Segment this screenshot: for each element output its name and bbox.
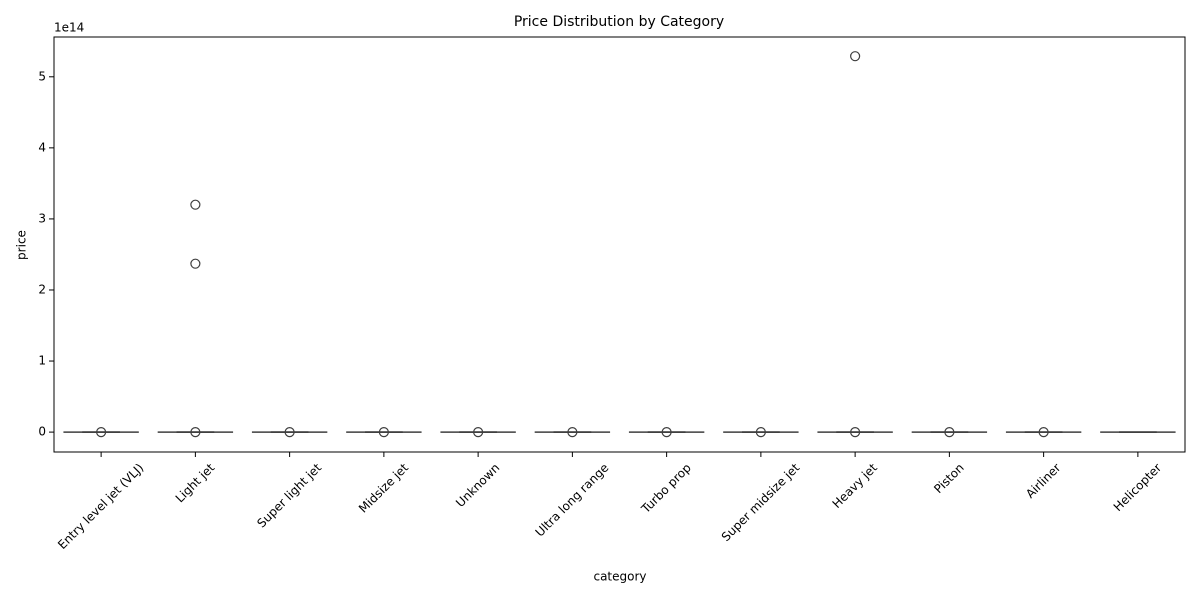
chart-title: Price Distribution by Category (514, 14, 724, 30)
axes-frame (53, 36, 1186, 453)
x-tick-label: Heavy jet (830, 460, 881, 511)
y-tick-label: 0 (38, 425, 46, 439)
x-tick-label: Piston (931, 461, 967, 497)
outlier (850, 51, 861, 62)
outlier (755, 427, 766, 438)
x-tick-label: Ultra long range (533, 461, 612, 540)
outlier (473, 427, 484, 438)
x-tick-label: Unknown (453, 461, 502, 510)
x-tick-label: Super light jet (254, 460, 324, 530)
x-tick-label: Light jet (173, 460, 218, 505)
x-tick-label: Helicopter (1111, 461, 1165, 515)
outlier (190, 427, 201, 438)
y-tick-label: 1 (38, 354, 46, 368)
outlier (284, 427, 295, 438)
outlier (1038, 427, 1049, 438)
x-tick-label: Turbo prop (638, 461, 694, 517)
outlier (661, 427, 672, 438)
x-tick-label: Entry level jet (VLJ) (55, 461, 146, 552)
outlier (190, 199, 201, 210)
x-tick-label: Airliner (1023, 461, 1063, 501)
offset-label: 1e14 (54, 21, 84, 35)
outlier (96, 427, 107, 438)
x-axis-label: category (593, 570, 646, 584)
outlier (190, 258, 201, 269)
outlier (378, 427, 389, 438)
x-tick-label: Midsize jet (356, 460, 411, 515)
outlier (850, 427, 861, 438)
outlier (944, 427, 955, 438)
x-tick-label: Super midsize jet (719, 460, 803, 544)
outlier (567, 427, 578, 438)
y-tick-label: 5 (38, 69, 46, 83)
y-tick-label: 3 (38, 211, 46, 225)
y-axis-label: price (15, 230, 29, 260)
y-tick-label: 2 (38, 282, 46, 296)
y-tick-label: 4 (38, 140, 46, 154)
